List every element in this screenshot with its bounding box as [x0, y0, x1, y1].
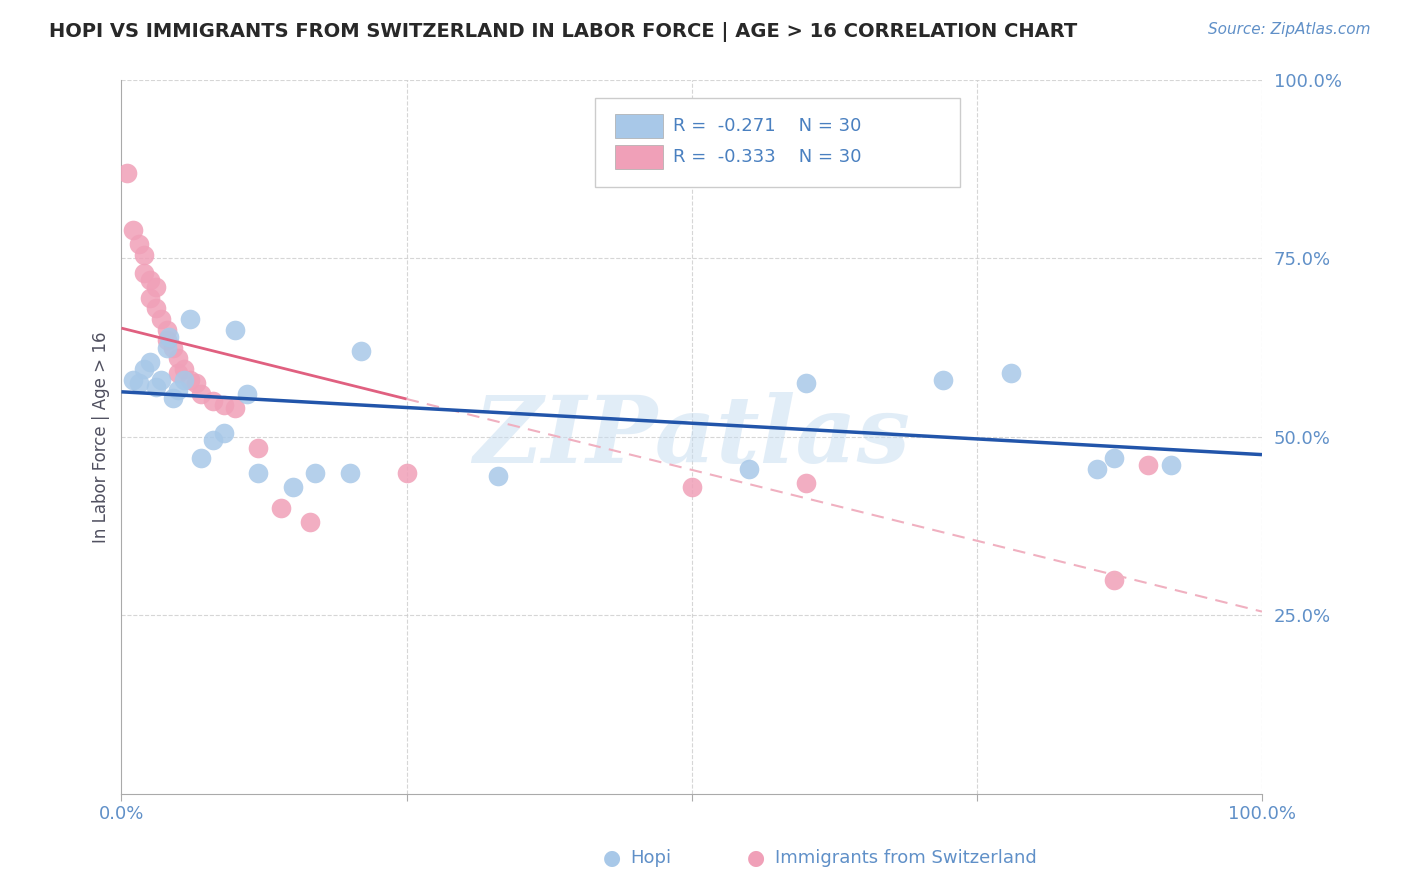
- Text: ●: ●: [603, 848, 620, 868]
- Point: [395, 466, 418, 480]
- Text: Hopi: Hopi: [630, 849, 671, 867]
- Point: [145, 380, 167, 394]
- Point: [190, 451, 212, 466]
- FancyBboxPatch shape: [595, 98, 960, 187]
- Point: [162, 341, 184, 355]
- Point: [121, 373, 143, 387]
- Point: [156, 341, 179, 355]
- Point: [145, 280, 167, 294]
- Point: [224, 323, 246, 337]
- Point: [173, 362, 195, 376]
- Point: [1102, 573, 1125, 587]
- Point: [304, 466, 326, 480]
- Point: [179, 373, 201, 387]
- Text: ZIPatlas: ZIPatlas: [474, 392, 910, 482]
- Point: [212, 426, 235, 441]
- Point: [184, 376, 207, 391]
- Text: R =  -0.333    N = 30: R = -0.333 N = 30: [673, 148, 862, 166]
- Point: [173, 373, 195, 387]
- Point: [139, 291, 162, 305]
- Point: [738, 462, 761, 476]
- Point: [1136, 458, 1159, 473]
- Point: [486, 469, 509, 483]
- FancyBboxPatch shape: [616, 145, 664, 169]
- Point: [167, 366, 190, 380]
- Point: [190, 387, 212, 401]
- Point: [150, 312, 173, 326]
- Point: [201, 434, 224, 448]
- Point: [167, 384, 190, 398]
- Point: [201, 394, 224, 409]
- Text: ●: ●: [748, 848, 765, 868]
- Point: [270, 501, 292, 516]
- Point: [134, 248, 156, 262]
- Point: [794, 476, 817, 491]
- Text: R =  -0.271    N = 30: R = -0.271 N = 30: [673, 117, 862, 135]
- Point: [931, 373, 953, 387]
- Point: [224, 401, 246, 416]
- Point: [298, 516, 321, 530]
- Point: [156, 323, 179, 337]
- Point: [794, 376, 817, 391]
- Text: Source: ZipAtlas.com: Source: ZipAtlas.com: [1208, 22, 1371, 37]
- Point: [134, 266, 156, 280]
- Point: [681, 480, 703, 494]
- Text: HOPI VS IMMIGRANTS FROM SWITZERLAND IN LABOR FORCE | AGE > 16 CORRELATION CHART: HOPI VS IMMIGRANTS FROM SWITZERLAND IN L…: [49, 22, 1077, 42]
- FancyBboxPatch shape: [616, 113, 664, 138]
- Y-axis label: In Labor Force | Age > 16: In Labor Force | Age > 16: [93, 331, 110, 542]
- Point: [247, 441, 270, 455]
- Point: [247, 466, 270, 480]
- Point: [128, 237, 150, 252]
- Point: [157, 330, 180, 344]
- Point: [1160, 458, 1182, 473]
- Point: [179, 312, 201, 326]
- Point: [145, 301, 167, 316]
- Point: [1085, 462, 1108, 476]
- Point: [167, 351, 190, 366]
- Point: [281, 480, 304, 494]
- Point: [128, 376, 150, 391]
- Point: [339, 466, 361, 480]
- Point: [236, 387, 259, 401]
- Point: [150, 373, 173, 387]
- Point: [1000, 366, 1022, 380]
- Point: [121, 223, 143, 237]
- Point: [212, 398, 235, 412]
- Point: [134, 362, 156, 376]
- Point: [1102, 451, 1125, 466]
- Point: [139, 355, 162, 369]
- Point: [350, 344, 373, 359]
- Point: [156, 334, 179, 348]
- Text: Immigrants from Switzerland: Immigrants from Switzerland: [775, 849, 1036, 867]
- Point: [115, 166, 138, 180]
- Point: [139, 273, 162, 287]
- Point: [162, 391, 184, 405]
